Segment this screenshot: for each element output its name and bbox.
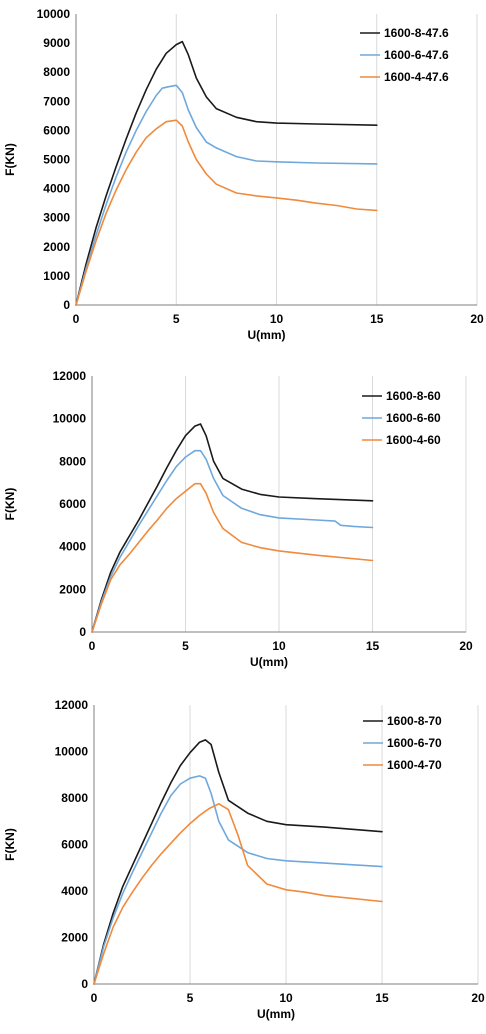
y-tick-label: 6000 bbox=[43, 123, 70, 137]
x-tick-label: 0 bbox=[89, 639, 96, 653]
x-axis-title: U(mm) bbox=[248, 328, 286, 342]
y-tick-label: 4000 bbox=[59, 540, 86, 554]
y-tick-label: 7000 bbox=[43, 94, 70, 108]
y-tick-label: 8000 bbox=[59, 454, 86, 468]
series-line-1600-4-60 bbox=[91, 482, 374, 633]
series-line-1600-8-60 bbox=[91, 423, 374, 633]
y-tick-label: 0 bbox=[81, 977, 88, 991]
x-tick-label: 15 bbox=[375, 991, 389, 1005]
series-line-1600-6-60 bbox=[91, 449, 374, 633]
x-tick-label: 10 bbox=[270, 312, 284, 326]
y-axis-title: F(KN) bbox=[3, 488, 17, 521]
y-tick-label: 0 bbox=[63, 298, 70, 312]
legend-label: 1600-4-70 bbox=[387, 758, 442, 772]
x-tick-label: 15 bbox=[366, 639, 380, 653]
chart-1: 0100020003000400050006000700080009000100… bbox=[3, 7, 484, 342]
y-tick-label: 2000 bbox=[61, 931, 88, 945]
legend-label: 1600-8-47.6 bbox=[384, 26, 449, 40]
y-tick-label: 1000 bbox=[43, 269, 70, 283]
x-tick-label: 20 bbox=[470, 312, 484, 326]
series-line-1600-8-70 bbox=[93, 739, 383, 985]
x-tick-label: 20 bbox=[471, 991, 485, 1005]
y-tick-label: 2000 bbox=[43, 240, 70, 254]
legend-label: 1600-6-47.6 bbox=[384, 48, 449, 62]
x-tick-label: 15 bbox=[370, 312, 384, 326]
y-axis-title: F(KN) bbox=[3, 143, 17, 176]
y-axis-title: F(KN) bbox=[3, 828, 17, 861]
y-tick-label: 5000 bbox=[43, 153, 70, 167]
x-tick-label: 5 bbox=[182, 639, 189, 653]
x-tick-label: 5 bbox=[187, 991, 194, 1005]
legend-label: 1600-4-47.6 bbox=[384, 70, 449, 84]
y-tick-label: 2000 bbox=[59, 582, 86, 596]
x-tick-label: 10 bbox=[272, 639, 286, 653]
x-axis-title: U(mm) bbox=[257, 1007, 295, 1021]
x-tick-label: 20 bbox=[459, 639, 473, 653]
y-tick-label: 12000 bbox=[53, 369, 87, 383]
chart-2: 0 2000 4000 6000 8000 10000 12000 0 5 10 15 20 U(mm)… bbox=[3, 369, 473, 669]
y-tick-label: 0 bbox=[79, 625, 86, 639]
y-tick-label: 3000 bbox=[43, 211, 70, 225]
x-tick-label: 0 bbox=[91, 991, 98, 1005]
x-tick-label: 0 bbox=[73, 312, 80, 326]
legend-label: 1600-4-60 bbox=[386, 433, 441, 447]
y-tick-label: 6000 bbox=[61, 838, 88, 852]
y-tick-label: 4000 bbox=[43, 182, 70, 196]
chart-3: 0 2000 4000 6000 8000 10000 12000 0 5 10 15 20 U(mm)… bbox=[3, 698, 485, 1021]
y-tick-label: 12000 bbox=[55, 698, 89, 712]
y-tick-label: 8000 bbox=[43, 65, 70, 79]
legend-label: 1600-8-60 bbox=[386, 389, 441, 403]
y-tick-label: 8000 bbox=[61, 791, 88, 805]
y-tick-label: 9000 bbox=[43, 36, 70, 50]
series-line-1600-6-70 bbox=[93, 775, 383, 985]
series-line-1600-4-70 bbox=[93, 802, 383, 985]
legend-label: 1600-6-70 bbox=[387, 736, 442, 750]
y-tick-label: 4000 bbox=[61, 884, 88, 898]
x-tick-label: 5 bbox=[173, 312, 180, 326]
y-tick-label: 10000 bbox=[53, 412, 87, 426]
y-tick-label: 10000 bbox=[55, 745, 89, 759]
series-line-1600-4-47.6 bbox=[75, 119, 378, 306]
x-tick-label: 10 bbox=[279, 991, 293, 1005]
x-axis-title: U(mm) bbox=[250, 655, 288, 669]
y-tick-label: 10000 bbox=[37, 7, 71, 21]
legend-label: 1600-8-70 bbox=[387, 714, 442, 728]
series-line-1600-8-47.6 bbox=[75, 40, 378, 306]
y-tick-label: 6000 bbox=[59, 497, 86, 511]
series-line-1600-6-47.6 bbox=[75, 84, 378, 306]
legend-label: 1600-6-60 bbox=[386, 411, 441, 425]
